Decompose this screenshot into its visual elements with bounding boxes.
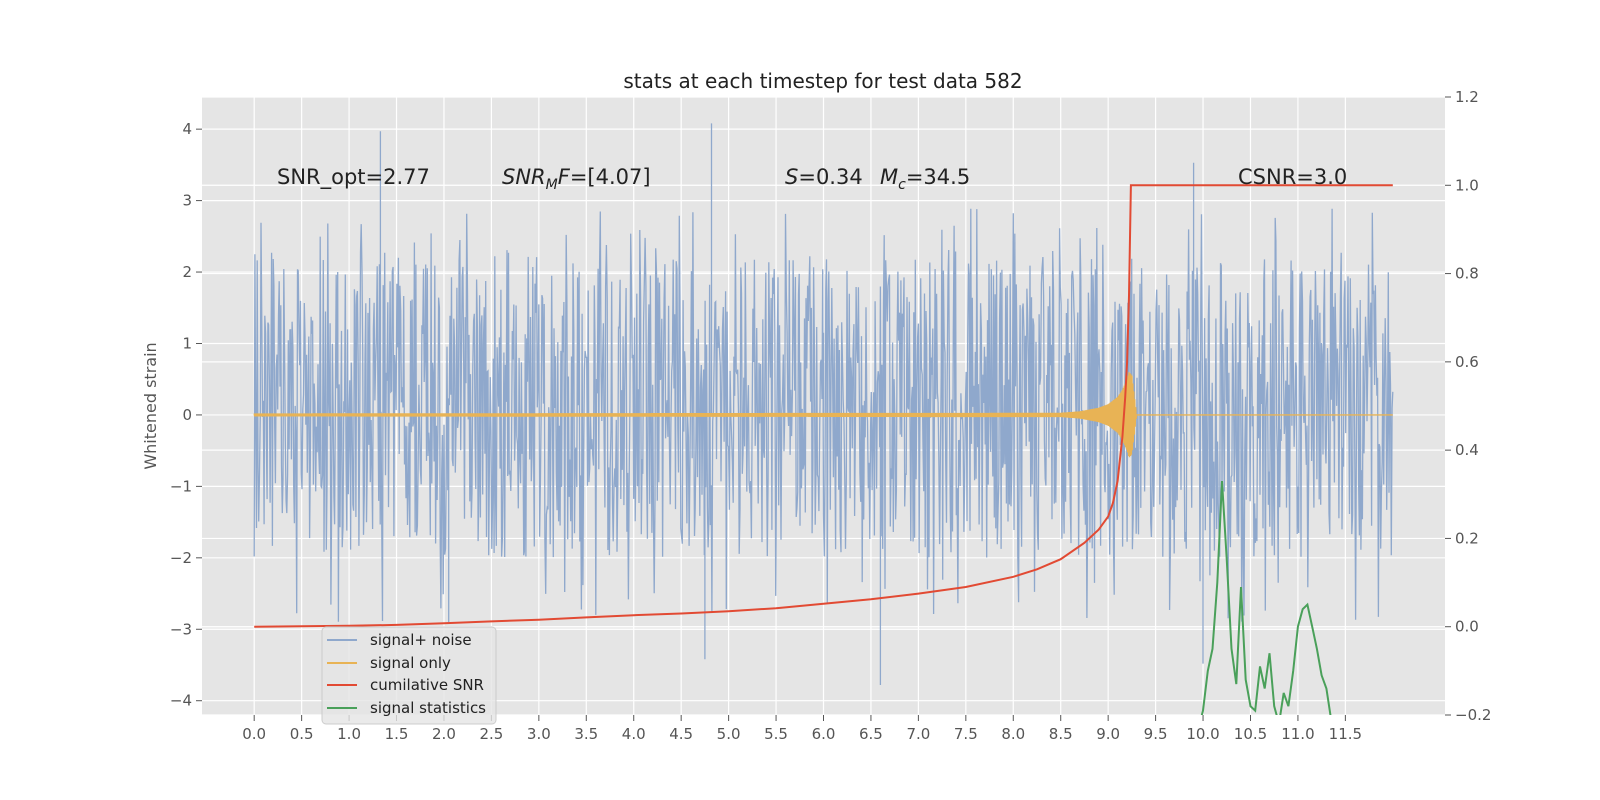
x-tick-label: 9.0	[1096, 725, 1120, 743]
x-tick-label: 8.0	[1001, 725, 1025, 743]
x-tick-label: 0.0	[242, 725, 266, 743]
annotation-mc: Mc=34.5	[880, 165, 970, 193]
y-left-tick-label: 3	[182, 192, 192, 210]
legend-label-cumulative-snr: cumilative SNR	[370, 676, 484, 694]
x-tick-label: 7.5	[954, 725, 978, 743]
x-tick-label: 4.5	[669, 725, 693, 743]
legend-label-signal-statistics: signal statistics	[370, 699, 486, 717]
x-tick-label: 5.0	[717, 725, 741, 743]
annotation-snr-mf: SNRMF=[4.07]	[502, 165, 651, 193]
y-left-tick-label: −3	[170, 620, 192, 638]
y-left-tick-label: 1	[182, 334, 192, 352]
annotation-csnr: CSNR=3.0	[1238, 165, 1347, 189]
x-tick-label: 2.0	[432, 725, 456, 743]
y-left-tick-label: −1	[170, 477, 192, 495]
x-tick-label: 2.5	[479, 725, 503, 743]
series-signal-only	[253, 372, 1393, 458]
y-right-tick-label: 0.6	[1455, 353, 1479, 371]
legend-label-signal-noise: signal+ noise	[370, 631, 472, 649]
y-right-tick-label: 1.0	[1455, 176, 1479, 194]
legend-label-signal-only: signal only	[370, 654, 451, 672]
y-right-tick-label: 0.2	[1455, 529, 1479, 547]
y-right-tick-label: 0.8	[1455, 265, 1479, 283]
legend: signal+ noise signal only cumilative SNR…	[321, 626, 497, 725]
y-left-tick-label: 4	[182, 120, 192, 138]
y-axis-label: Whitened strain	[141, 342, 160, 469]
left-axis: 4 3 2 1 0 −1 −2 −3 −4	[170, 120, 202, 710]
x-tick-label: 1.5	[385, 725, 409, 743]
series-signal-noise	[253, 123, 1394, 685]
y-right-tick-label: 0.4	[1455, 441, 1479, 459]
x-tick-label: 10.0	[1186, 725, 1219, 743]
y-left-tick-label: 0	[182, 406, 192, 424]
x-tick-label: 0.5	[290, 725, 314, 743]
y-right-tick-label: 0.0	[1455, 618, 1479, 636]
x-tick-label: 3.5	[574, 725, 598, 743]
x-axis: 0.0 0.5 1.0 1.5 2.0 2.5 3.0 3.5 4.0 4.5 5.0 5.5 6.0 6…	[242, 715, 1362, 743]
y-right-tick-label: −0.2	[1455, 706, 1491, 724]
y-left-tick-label: −2	[170, 549, 192, 567]
y-left-tick-label: 2	[182, 263, 192, 281]
series-signal-statistics	[1200, 480, 1332, 715]
x-tick-label: 5.5	[764, 725, 788, 743]
x-tick-label: 10.5	[1234, 725, 1267, 743]
x-tick-label: 6.0	[812, 725, 836, 743]
x-tick-label: 11.5	[1329, 725, 1362, 743]
legend-box	[321, 626, 497, 725]
annotation-s: S=0.34	[785, 165, 863, 189]
series-cumulative-snr	[254, 184, 1393, 628]
right-axis: 1.2 1.0 0.8 0.6 0.4 0.2 0.0 −0.2	[1445, 88, 1491, 724]
x-tick-label: 7.0	[906, 725, 930, 743]
y-right-tick-label: 1.2	[1455, 88, 1479, 106]
x-tick-label: 3.0	[527, 725, 551, 743]
x-tick-label: 9.5	[1144, 725, 1168, 743]
x-tick-label: 4.0	[622, 725, 646, 743]
x-tick-label: 1.0	[337, 725, 361, 743]
chart-title: stats at each timestep for test data 582	[623, 69, 1022, 93]
x-tick-label: 8.5	[1049, 725, 1073, 743]
series-layer	[253, 123, 1394, 715]
annotation-snr-opt: SNR_opt=2.77	[277, 165, 430, 190]
y-left-tick-label: −4	[170, 692, 192, 710]
x-tick-label: 11.0	[1281, 725, 1314, 743]
x-tick-label: 6.5	[859, 725, 883, 743]
